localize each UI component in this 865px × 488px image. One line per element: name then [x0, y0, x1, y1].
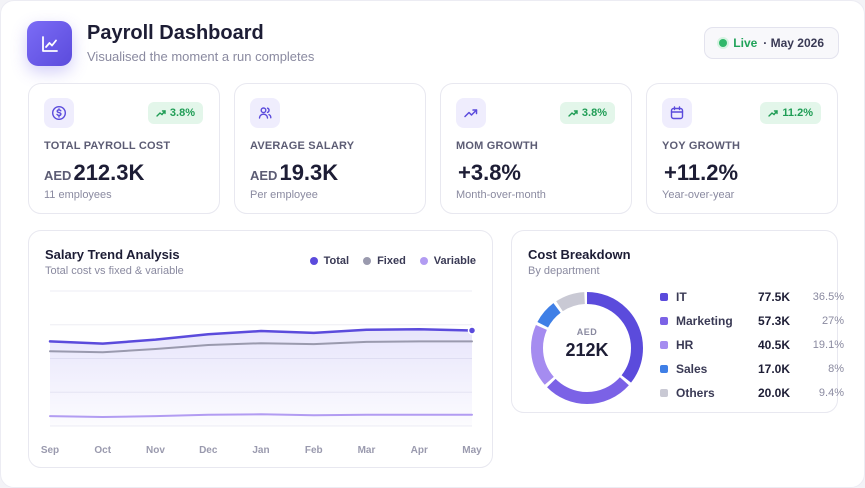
- header: Payroll Dashboard Visualised the moment …: [27, 19, 839, 69]
- swatch-icon: [660, 365, 668, 373]
- kpi-value: +11.2%: [664, 160, 739, 185]
- chart-line-icon: [27, 21, 72, 66]
- x-tick-label: Feb: [305, 445, 323, 456]
- swatch-icon: [660, 389, 668, 397]
- breakdown-title: Cost Breakdown: [528, 247, 631, 262]
- x-tick-label: Oct: [94, 445, 111, 456]
- x-tick-label: Dec: [199, 445, 218, 456]
- period-label: · May 2026: [763, 36, 824, 50]
- trend-subtitle: Total cost vs fixed & variable: [45, 265, 184, 277]
- legend-item-fixed[interactable]: Fixed: [363, 255, 406, 267]
- series-line-total[interactable]: [48, 328, 474, 345]
- calendar-icon: [662, 98, 692, 128]
- kpi-value: AED19.3K: [250, 160, 339, 185]
- kpi-label: TOTAL PAYROLL COST: [44, 140, 171, 152]
- kpi-value: AED212.3K: [44, 160, 145, 185]
- kpi-subtext: Month-over-month: [456, 189, 546, 201]
- legend-item-total[interactable]: Total: [309, 255, 349, 267]
- breakdown-item-it[interactable]: IT 77.5K 36.5%: [660, 289, 844, 307]
- kpi-subtext: Per employee: [250, 189, 318, 201]
- salary-trend-panel: Salary Trend Analysis Total cost vs fixe…: [28, 230, 493, 468]
- trend-up-icon: [768, 110, 779, 117]
- growth-badge: 11.2%: [760, 102, 821, 124]
- swatch-icon: [660, 341, 668, 349]
- breakdown-item-sales[interactable]: Sales 17.0K 8%: [660, 361, 844, 379]
- kpi-card-average-salary[interactable]: AVERAGE SALARY AED19.3K Per employee: [234, 83, 426, 214]
- kpi-label: AVERAGE SALARY: [250, 140, 355, 152]
- trend-up-icon: [568, 110, 578, 117]
- legend-item-variable[interactable]: Variable: [419, 255, 476, 267]
- breakdown-item-others[interactable]: Others 20.0K 9.4%: [660, 385, 844, 403]
- kpi-label: MOM GROWTH: [456, 140, 539, 152]
- users-icon: [250, 98, 280, 128]
- kpi-card-yoy-growth[interactable]: 11.2% YOY GROWTH +11.2% Year-over-year: [646, 83, 838, 214]
- x-tick-label: Jan: [252, 445, 269, 456]
- dollar-circle-icon: [44, 98, 74, 128]
- page-subtitle: Visualised the moment a run completes: [87, 49, 315, 64]
- swatch-icon: [660, 293, 668, 301]
- live-label: Live: [733, 36, 758, 50]
- breakdown-subtitle: By department: [528, 265, 600, 277]
- kpi-subtext: Year-over-year: [662, 189, 735, 201]
- x-tick-label: Nov: [146, 445, 165, 456]
- cost-breakdown-panel: Cost Breakdown By department AED 212K IT…: [511, 230, 844, 413]
- breakdown-item-marketing[interactable]: Marketing 57.3K 27%: [660, 313, 844, 331]
- donut-center-value: 212K: [565, 340, 609, 360]
- donut-slice-hr[interactable]: [531, 292, 643, 404]
- swatch-icon: [660, 317, 668, 325]
- series-line-fixed[interactable]: [49, 340, 473, 354]
- x-tick-label: Sep: [41, 445, 59, 456]
- total-latest-point[interactable]: [467, 326, 477, 335]
- breakdown-item-hr[interactable]: HR 40.5K 19.1%: [660, 337, 844, 355]
- total-area-fill: [50, 329, 472, 426]
- trend-title: Salary Trend Analysis: [45, 247, 180, 262]
- x-tick-label: Apr: [411, 445, 428, 456]
- kpi-value: +3.8%: [458, 160, 521, 185]
- growth-badge: 3.8%: [147, 102, 203, 124]
- kpi-label: YOY GROWTH: [662, 140, 741, 152]
- kpi-subtext: 11 employees: [44, 189, 112, 201]
- growth-badge: 3.8%: [559, 102, 615, 124]
- x-tick-label: Mar: [358, 445, 376, 456]
- x-tick-label: May: [462, 445, 482, 456]
- series-line-variable[interactable]: [49, 413, 473, 418]
- cost-breakdown-donut[interactable]: [522, 283, 652, 413]
- kpi-card-mom-growth[interactable]: 3.8% MOM GROWTH +3.8% Month-over-month: [440, 83, 632, 214]
- trend-up-icon: [156, 110, 166, 117]
- page-title: Payroll Dashboard: [87, 22, 264, 44]
- live-dot-icon: [719, 39, 728, 47]
- donut-slice-it[interactable]: [531, 292, 643, 404]
- donut-slice-marketing[interactable]: [531, 292, 643, 404]
- donut-center-prefix: AED: [576, 327, 598, 337]
- trending-up-icon: [456, 98, 486, 128]
- live-status-badge[interactable]: Live · May 2026: [704, 27, 839, 59]
- salary-trend-chart[interactable]: Sep Oct Nov Dec Jan Feb Mar Apr May: [29, 231, 494, 469]
- trend-legend: Total Fixed Variable: [309, 255, 476, 267]
- kpi-card-total-payroll[interactable]: 3.8% TOTAL PAYROLL COST AED212.3K 11 emp…: [28, 83, 220, 214]
